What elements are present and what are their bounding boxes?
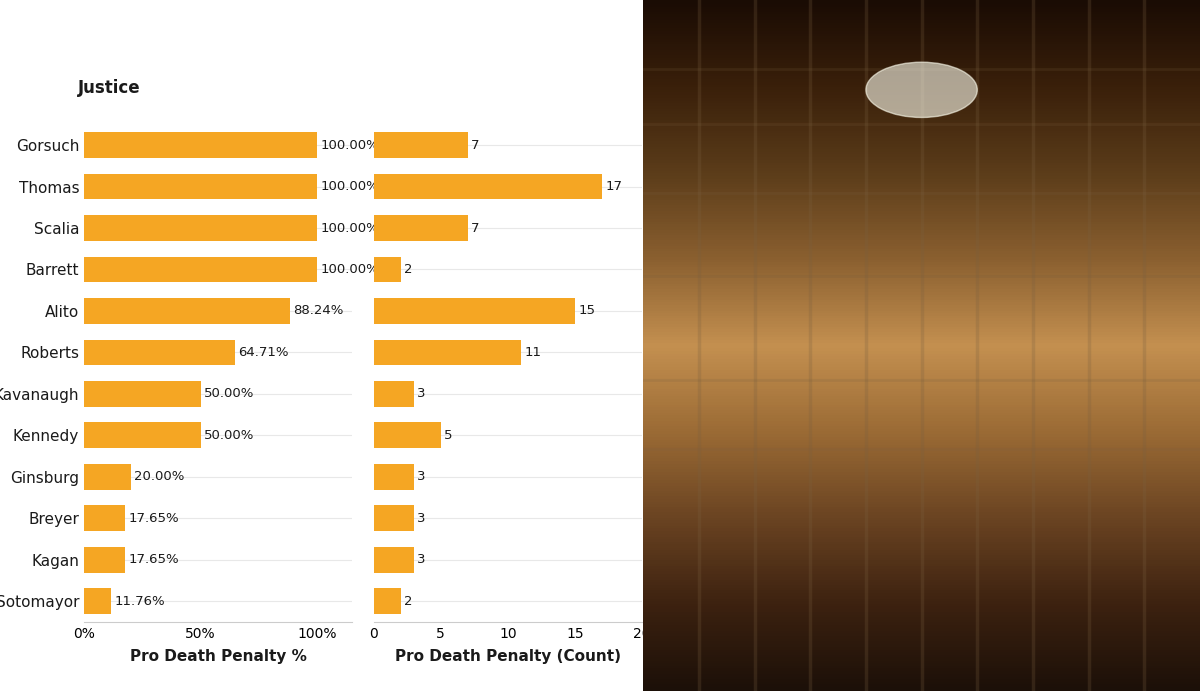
Bar: [84, 132, 317, 158]
Text: 5: 5: [444, 429, 452, 442]
Text: 3: 3: [418, 388, 426, 400]
Bar: [373, 547, 414, 573]
Bar: [84, 381, 200, 407]
Bar: [373, 588, 401, 614]
Text: 17: 17: [605, 180, 622, 193]
Text: 2: 2: [404, 595, 413, 607]
Text: 3: 3: [418, 553, 426, 566]
Text: 100.00%: 100.00%: [320, 139, 379, 151]
Bar: [84, 464, 131, 490]
Text: 20.00%: 20.00%: [134, 471, 185, 483]
Text: 3: 3: [418, 512, 426, 524]
Text: 3: 3: [418, 471, 426, 483]
Bar: [84, 298, 290, 324]
Text: 15: 15: [578, 305, 595, 317]
Text: 7: 7: [470, 222, 480, 234]
Text: 17.65%: 17.65%: [128, 553, 179, 566]
Bar: [84, 215, 317, 241]
X-axis label: Pro Death Penalty (Count): Pro Death Penalty (Count): [395, 649, 620, 664]
Bar: [373, 505, 414, 531]
Bar: [373, 298, 575, 324]
Bar: [373, 422, 440, 448]
Bar: [84, 505, 125, 531]
Text: 2: 2: [404, 263, 413, 276]
Text: 11.76%: 11.76%: [115, 595, 166, 607]
Bar: [373, 339, 521, 366]
Ellipse shape: [866, 62, 977, 117]
Text: 100.00%: 100.00%: [320, 180, 379, 193]
Text: 100.00%: 100.00%: [320, 263, 379, 276]
X-axis label: Pro Death Penalty %: Pro Death Penalty %: [130, 649, 306, 664]
Bar: [84, 422, 200, 448]
Text: 11: 11: [524, 346, 541, 359]
Bar: [84, 256, 317, 283]
Text: 17.65%: 17.65%: [128, 512, 179, 524]
Bar: [84, 588, 112, 614]
Text: 88.24%: 88.24%: [293, 305, 343, 317]
Bar: [373, 215, 468, 241]
Bar: [84, 547, 125, 573]
Bar: [373, 381, 414, 407]
Text: 64.71%: 64.71%: [239, 346, 289, 359]
Text: 7: 7: [470, 139, 480, 151]
Text: 100.00%: 100.00%: [320, 222, 379, 234]
Text: Justice: Justice: [78, 79, 140, 97]
Bar: [373, 132, 468, 158]
Text: 50.00%: 50.00%: [204, 429, 254, 442]
Bar: [373, 464, 414, 490]
Text: 50.00%: 50.00%: [204, 388, 254, 400]
Bar: [84, 173, 317, 200]
Bar: [373, 173, 601, 200]
Bar: [373, 256, 401, 283]
Bar: [84, 339, 235, 366]
